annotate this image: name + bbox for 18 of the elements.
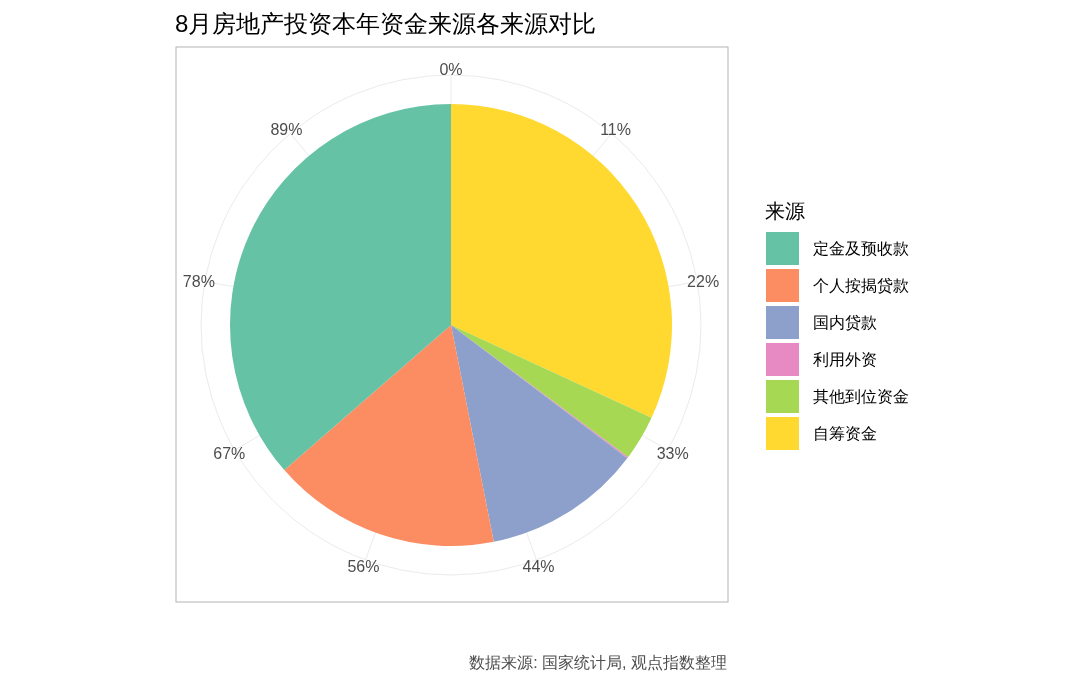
text: 89% xyxy=(270,120,303,138)
text: 56% xyxy=(347,557,380,575)
chart-title: 8月房地产投资本年资金来源各来源对比 xyxy=(175,10,597,37)
text: 44% xyxy=(522,557,555,575)
legend-label: 定金及预收款 xyxy=(813,240,909,257)
text: 0% xyxy=(439,61,463,78)
legend-label: 利用外资 xyxy=(813,351,877,368)
text: 67% xyxy=(213,445,246,462)
legend-label: 其他到位资金 xyxy=(813,388,909,405)
text: 11% xyxy=(600,120,631,138)
legend-label: 自筹资金 xyxy=(813,425,877,442)
text: 33% xyxy=(656,445,689,462)
text: 22% xyxy=(687,272,720,290)
source-note: 数据来源: 国家统计局, 观点指数整理 xyxy=(469,654,727,671)
legend-title: 来源 xyxy=(765,200,805,222)
text: 78% xyxy=(182,272,215,290)
legend-label: 个人按揭贷款 xyxy=(813,277,909,294)
legend-label: 国内贷款 xyxy=(813,314,877,331)
